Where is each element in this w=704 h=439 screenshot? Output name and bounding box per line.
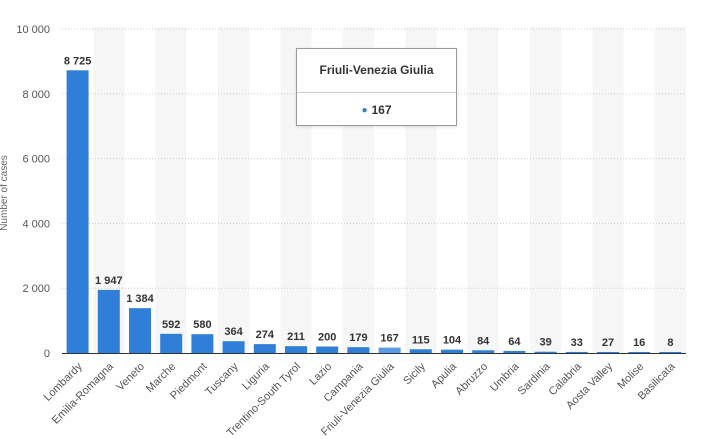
data-label: 274 — [256, 329, 275, 341]
data-label: 592 — [162, 319, 180, 331]
tooltip-value: 167 — [371, 103, 392, 117]
bar[interactable] — [378, 347, 401, 353]
series-dot-icon: ● — [361, 104, 368, 116]
bar[interactable] — [472, 350, 495, 353]
data-label: 179 — [349, 332, 367, 344]
bar[interactable] — [222, 341, 245, 353]
data-label: 364 — [224, 326, 243, 338]
bar[interactable] — [285, 346, 307, 353]
y-tick-label: 0 — [44, 348, 50, 360]
bar[interactable] — [129, 308, 151, 353]
bar[interactable] — [191, 334, 214, 353]
tooltip-title: Friuli-Venezia Giulia — [297, 49, 456, 93]
bars — [66, 70, 682, 353]
data-label: 33 — [571, 337, 583, 349]
category-band — [592, 27, 624, 353]
y-tick-label: 10 000 — [16, 24, 50, 36]
data-label: 211 — [287, 331, 305, 343]
data-label: 8 — [667, 337, 673, 349]
bar[interactable] — [628, 352, 651, 353]
category-band — [155, 27, 187, 353]
y-axis-title: Number of cases — [0, 155, 10, 231]
category-band — [467, 27, 499, 353]
x-tick-label: Veneto — [114, 361, 147, 394]
category-band — [654, 27, 686, 353]
bar[interactable] — [409, 349, 432, 353]
data-label: 104 — [443, 335, 462, 347]
y-tick-label: 6 000 — [22, 154, 50, 166]
bar[interactable] — [659, 352, 682, 353]
bar[interactable] — [66, 70, 89, 353]
x-axis-labels: LombardyEmilia-RomagnaVenetoMarchePiedmo… — [42, 360, 679, 439]
y-tick-label: 8 000 — [22, 89, 50, 101]
data-label: 27 — [602, 337, 614, 349]
data-label: 1 384 — [126, 293, 154, 305]
data-label: 84 — [477, 335, 490, 347]
x-tick-label: Abruzzo — [453, 361, 490, 398]
data-label: 16 — [633, 337, 645, 349]
data-label: 115 — [412, 334, 430, 346]
y-tick-label: 2 000 — [22, 283, 50, 295]
data-label: 39 — [539, 337, 551, 349]
y-axis-ticks: 0 2 000 4 000 6 000 8 000 10 000 — [16, 24, 50, 360]
bar[interactable] — [97, 289, 120, 353]
x-tick-label: Lazio — [307, 361, 334, 388]
data-label: 580 — [193, 319, 211, 331]
bar[interactable] — [316, 346, 339, 353]
data-label: 64 — [508, 336, 521, 348]
tooltip-body: ● 167 — [297, 93, 456, 127]
bar[interactable] — [503, 350, 526, 353]
category-band — [530, 27, 562, 353]
data-label: 1 947 — [95, 275, 123, 287]
data-label: 167 — [380, 333, 398, 345]
tooltip: Friuli-Venezia Giulia ● 167 — [296, 48, 457, 126]
bar[interactable] — [441, 349, 463, 353]
y-tick-label: 4 000 — [22, 218, 50, 230]
bar[interactable] — [597, 352, 619, 353]
x-tick-label: Sicily — [401, 360, 428, 387]
category-band — [218, 27, 250, 353]
bar[interactable] — [347, 347, 370, 353]
data-label: 8 725 — [64, 55, 92, 67]
bar[interactable] — [253, 344, 276, 353]
bar[interactable] — [160, 333, 183, 353]
bar[interactable] — [565, 351, 588, 353]
bar[interactable] — [534, 351, 557, 353]
data-label: 200 — [318, 332, 336, 344]
x-tick-label: Tuscany — [203, 360, 241, 398]
